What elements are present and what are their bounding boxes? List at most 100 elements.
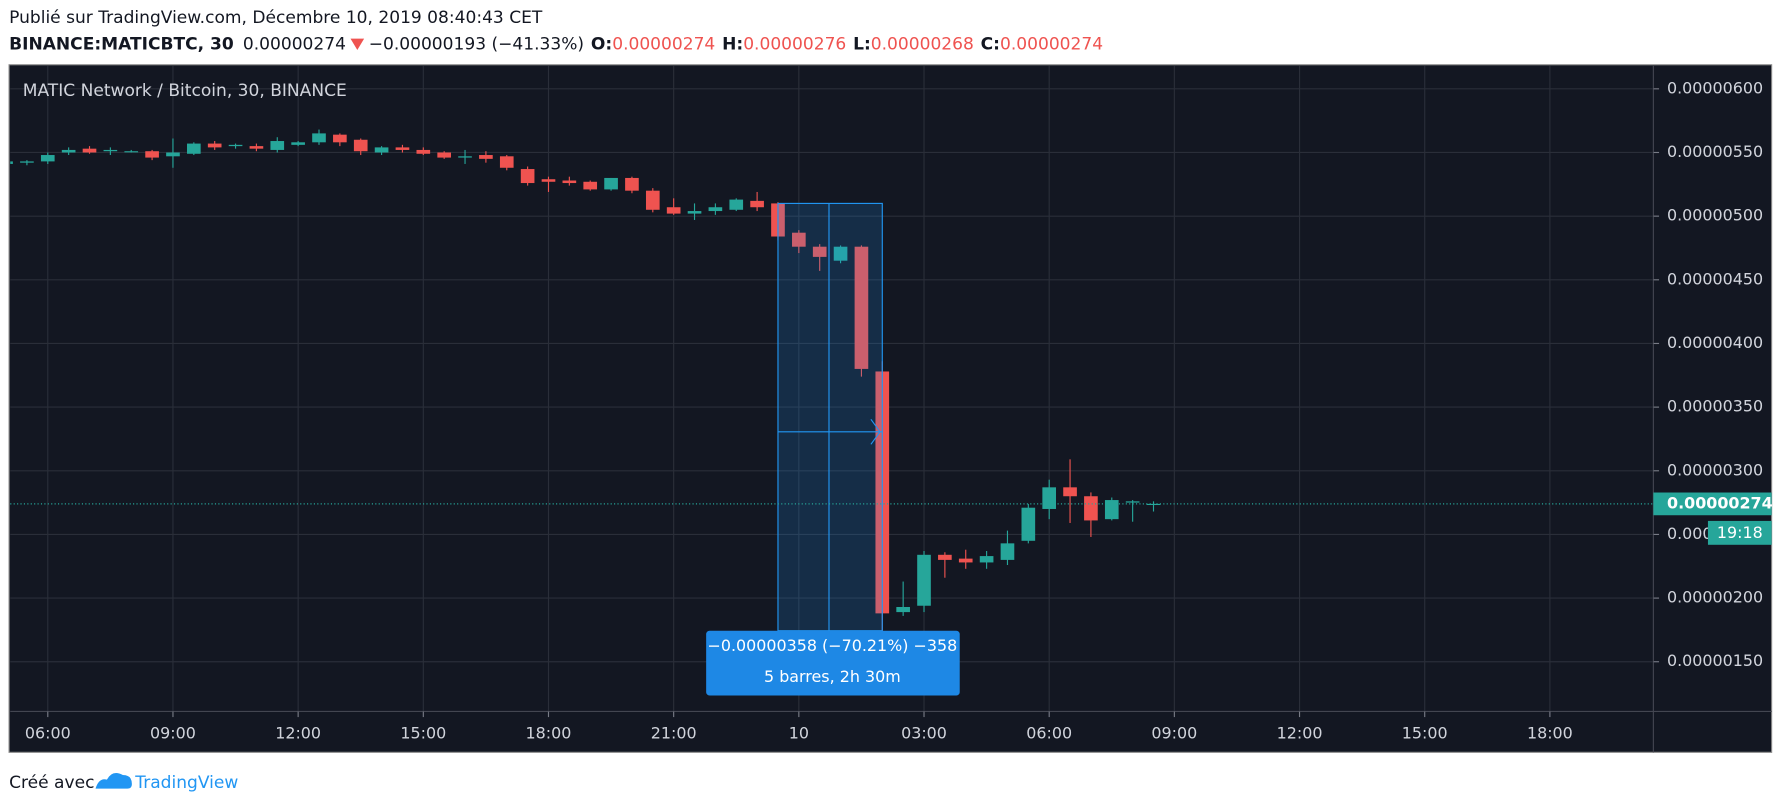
change: −0.00000193 (−41.33%)	[369, 34, 584, 54]
grid: 0.000001500.000002000.000002500.00000300…	[10, 65, 1763, 743]
candle-body	[207, 143, 222, 148]
y-tick-label: 0.00000600	[1667, 78, 1763, 97]
candle-body	[792, 232, 806, 247]
candle-body	[938, 554, 952, 560]
down-triangle	[350, 38, 365, 51]
o-label: O:	[591, 34, 612, 54]
l-label: L:	[853, 34, 871, 54]
candle-body	[604, 177, 618, 190]
candle-body	[353, 139, 368, 152]
candle-body	[1021, 507, 1036, 541]
candle-body	[291, 142, 305, 145]
candle-body	[1125, 501, 1140, 503]
candle-body	[103, 149, 118, 152]
measure-area	[777, 202, 883, 632]
x-tick-label: 21:00	[651, 724, 697, 743]
candle-body	[1104, 500, 1119, 520]
y-tick-label: 0.00000300	[1667, 460, 1763, 479]
measure-change: −0.00000358 (−70.21%) −358	[708, 636, 958, 655]
x-tick-label: 10	[789, 724, 809, 743]
candle-body	[270, 141, 285, 150]
c-label: C:	[981, 34, 1000, 54]
candle-body	[458, 156, 472, 158]
candle-body	[82, 148, 97, 153]
candle-body	[145, 151, 159, 158]
y-tick-label: 0.00000400	[1667, 333, 1763, 352]
candle-body	[40, 155, 55, 162]
candle-body	[374, 147, 389, 153]
candle-body	[1063, 487, 1077, 497]
candle-body	[1042, 487, 1057, 509]
candle-body	[917, 554, 931, 606]
candle-body	[395, 147, 410, 150]
candle-body	[750, 200, 764, 208]
x-tick-label: 12:00	[275, 724, 321, 743]
last-price-box	[1653, 492, 1772, 516]
x-tick-label: 18:00	[1527, 724, 1573, 743]
last-price-label: 0.00000274	[1667, 493, 1773, 512]
countdown: 19:18	[1717, 523, 1763, 542]
countdown-box	[1707, 520, 1772, 545]
o-value: 0.00000274	[612, 34, 715, 54]
candle-body	[583, 181, 598, 190]
c-value: 0.00000274	[1000, 34, 1103, 54]
y-tick-label: 0.00000550	[1667, 142, 1763, 161]
candle-body	[333, 134, 347, 143]
candle-body	[1146, 503, 1161, 506]
candle-body	[708, 207, 723, 212]
x-tick-label: 18:00	[526, 724, 572, 743]
y-tick-label: 0.00000200	[1667, 588, 1763, 607]
candle-body	[1000, 543, 1015, 560]
measure-bars: 5 barres, 2h 30m	[764, 667, 901, 686]
candle-body	[666, 207, 681, 214]
x-tick-label: 03:00	[901, 724, 947, 743]
overlays: 0.00000274 19:18 −0.00000358 (−70.21%) −35…	[10, 202, 1773, 696]
candle-body	[833, 246, 848, 261]
candle-body	[520, 169, 535, 184]
candle-body	[479, 155, 493, 159]
measure-arrow	[870, 419, 881, 445]
tradingview-logo	[93, 773, 132, 789]
candle-body	[562, 180, 577, 184]
footer-prefix: Créé avec	[9, 773, 94, 793]
candle-body	[124, 151, 139, 153]
candle-body	[625, 177, 639, 191]
candle-body	[645, 190, 660, 210]
y-tick-label: 0.00000150	[1667, 651, 1763, 670]
candle-body	[166, 152, 180, 157]
price: 0.00000274	[243, 34, 346, 54]
candle-body	[687, 211, 702, 214]
x-tick-label: 09:00	[1151, 724, 1197, 743]
candle-body	[228, 144, 243, 147]
candle-body	[499, 156, 514, 168]
x-tick-label: 09:00	[150, 724, 196, 743]
y-tick-label: 0.00000350	[1667, 397, 1763, 416]
l-value: 0.00000268	[871, 34, 974, 54]
candle-body	[812, 246, 827, 257]
published-line: Publié sur TradingView.com, Décembre 10,…	[9, 8, 543, 28]
candle-body	[187, 143, 201, 154]
x-tick-label: 15:00	[400, 724, 446, 743]
candle-body	[20, 161, 34, 163]
candle-body	[10, 161, 13, 164]
candle-body	[896, 607, 910, 613]
candle-body	[249, 146, 264, 149]
x-tick-label: 12:00	[1277, 724, 1323, 743]
y-tick-label: 0.00000450	[1667, 269, 1763, 288]
symbol: BINANCE:MATICBTC, 30	[9, 34, 234, 54]
candle-body	[541, 179, 556, 182]
candle-body	[729, 199, 744, 210]
candle-body	[416, 149, 431, 154]
candle-body	[312, 133, 326, 143]
y-tick-label: 0.00000500	[1667, 206, 1763, 225]
symbol-line: BINANCE:MATICBTC, 30 0.00000274 −0.0000019…	[9, 34, 1103, 54]
x-tick-label: 06:00	[1026, 724, 1072, 743]
x-tick-label: 15:00	[1402, 724, 1448, 743]
h-label: H:	[722, 34, 743, 54]
chart-title: MATIC Network / Bitcoin, 30, BINANCE	[23, 81, 347, 101]
candle-body	[61, 149, 76, 153]
h-value: 0.00000276	[743, 34, 846, 54]
x-tick-label: 06:00	[25, 724, 71, 743]
